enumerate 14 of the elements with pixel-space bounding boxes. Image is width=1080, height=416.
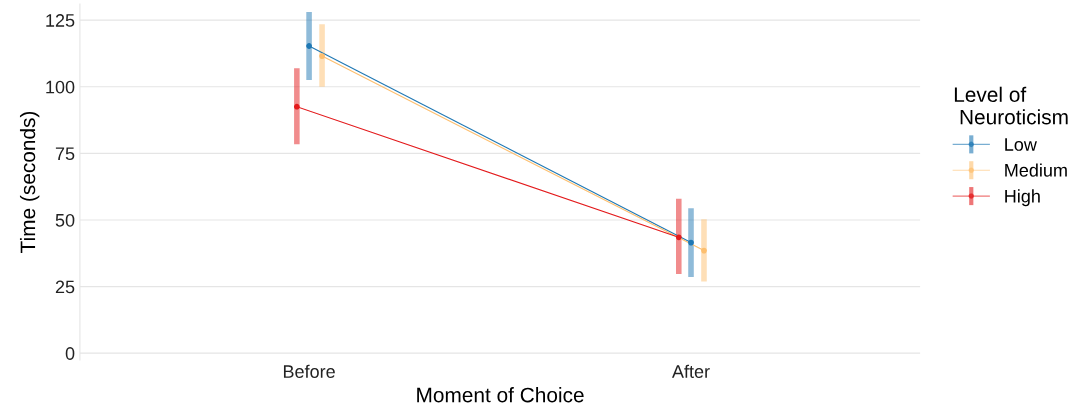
x-tick-label: Before [283,364,335,378]
y-axis-title: Time (seconds) [19,111,40,253]
y-tick-label: 0 [65,347,75,360]
y-tick-label: 25 [55,280,75,294]
x-tick-label: After [671,364,710,378]
y-tick-label: 75 [55,147,75,161]
legend-label: High [1005,189,1040,207]
y-tick-label: 50 [55,213,75,227]
legend-label: Low [1005,138,1037,151]
y-tick-label: 100 [46,80,75,94]
y-tick-label: 125 [46,14,75,27]
legend-title: Level of Neuroticism [954,86,1068,125]
legend-label: Medium [1005,163,1067,177]
x-axis-title: Moment of Choice [417,387,584,403]
